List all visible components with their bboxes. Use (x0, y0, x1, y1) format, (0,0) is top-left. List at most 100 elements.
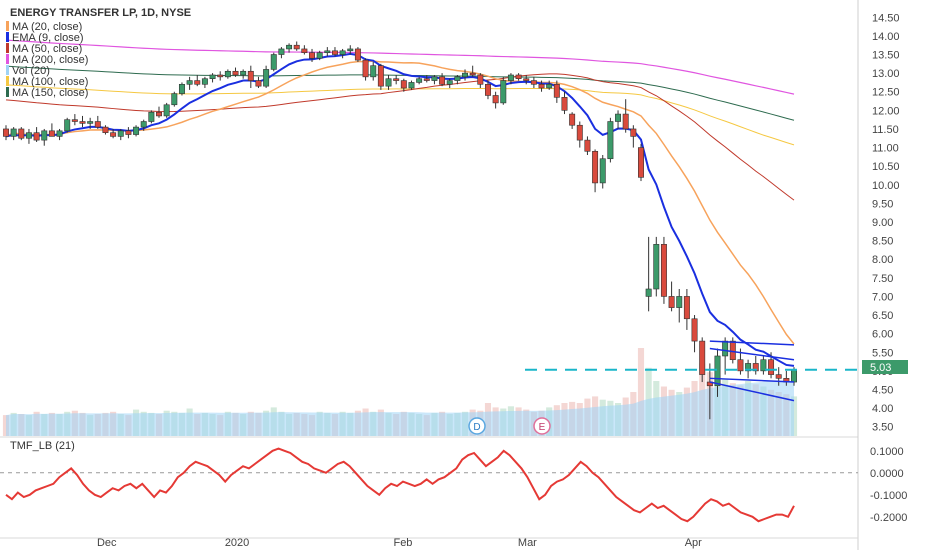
price-tick-label: 10.50 (872, 161, 900, 173)
price-axis: 14.50 14.00 13.50 13.00 12.50 12.00 11.50 11.00… (857, 0, 900, 550)
candle (140, 119, 147, 131)
price-tick-label: 8.50 (872, 236, 893, 248)
price-tick-label: 12.50 (872, 87, 900, 99)
candle (523, 74, 530, 85)
trendline (709, 381, 795, 402)
legend-swatch (6, 76, 9, 86)
earnings-marker[interactable]: E (533, 417, 551, 435)
legend-swatch (6, 43, 9, 53)
candle (362, 58, 369, 81)
legend-swatch (6, 21, 9, 31)
candle (102, 125, 109, 135)
candle (423, 74, 430, 83)
legend-swatch (6, 87, 9, 97)
candle (607, 117, 614, 163)
candle (400, 78, 407, 92)
price-tick-label: 9.00 (872, 217, 893, 229)
trendlines (525, 340, 858, 402)
tmf-title: TMF_LB (21) (10, 440, 75, 452)
candle (240, 69, 247, 79)
candle (377, 63, 384, 90)
candle (561, 91, 568, 115)
candle (408, 80, 415, 90)
candle (500, 76, 507, 105)
candle (469, 65, 476, 77)
candle (668, 281, 675, 312)
price-tick-label: 14.50 (872, 12, 900, 24)
candle (331, 47, 338, 57)
legend-item[interactable]: EMA (9, close) (12, 32, 84, 44)
candle (485, 80, 491, 100)
time-tick-label: Dec (97, 537, 117, 549)
legend-item[interactable]: MA (200, close) (12, 54, 88, 66)
legend-swatch (6, 54, 9, 64)
candle (209, 73, 216, 83)
candle (133, 125, 140, 137)
price-tick-label: 3.50 (872, 422, 893, 434)
time-tick-label: Mar (518, 537, 537, 549)
price-tick-label: 7.50 (872, 273, 893, 285)
price-tick-label: 13.50 (872, 50, 900, 62)
candle (538, 80, 545, 92)
volume-bars (2, 348, 798, 436)
candle (178, 82, 185, 96)
price-tick-label: 7.00 (872, 291, 893, 303)
trendline (709, 347, 795, 361)
candle (148, 110, 155, 124)
last-price-label: 5.03 (870, 362, 891, 374)
price-tick-label: 6.00 (872, 329, 893, 341)
candle (10, 127, 17, 141)
candle (324, 47, 331, 57)
tmf-tick-label: 0.0000 (870, 468, 904, 480)
candle (584, 136, 591, 156)
legend-item[interactable]: MA (50, close) (12, 43, 82, 55)
price-tick-label: 12.00 (872, 105, 900, 117)
candle (615, 110, 622, 129)
candle (309, 48, 315, 62)
candle (592, 149, 599, 193)
candle (775, 367, 782, 386)
legend-item[interactable]: Vol (20) (12, 65, 50, 77)
candle (171, 91, 178, 107)
candle (599, 155, 606, 189)
legend-item[interactable]: MA (20, close) (12, 21, 82, 33)
candle (293, 41, 300, 51)
earnings-marker-label: E (539, 422, 546, 433)
candle (645, 236, 652, 312)
candle (370, 61, 377, 81)
candle (263, 65, 270, 89)
price-tick-label: 8.00 (872, 254, 893, 266)
time-tick-label: 2020 (225, 537, 249, 549)
ema-9-line (5, 52, 795, 367)
volume-bar (637, 348, 645, 436)
candle (316, 50, 323, 61)
candle (217, 71, 224, 81)
price-tick-label: 9.50 (872, 198, 893, 210)
candle (691, 315, 698, 353)
tmf-panel: 0.1000 0.0000 -0.1000 -0.2000 (0, 446, 907, 539)
candle (87, 117, 94, 129)
candle (48, 123, 55, 137)
candle (56, 128, 63, 141)
ma-100-line (5, 84, 795, 146)
trendline (709, 377, 795, 383)
candle (699, 337, 706, 383)
candle (201, 76, 208, 89)
candle (186, 76, 193, 90)
price-tick-label: 11.50 (872, 124, 899, 136)
candle (638, 143, 644, 182)
last-price-badge: 5.03 (862, 360, 908, 374)
candle (553, 80, 560, 103)
candle (492, 91, 499, 109)
candle (33, 127, 40, 142)
candle (224, 69, 231, 79)
candle (653, 236, 660, 297)
legend-item[interactable]: MA (150, close) (12, 87, 88, 99)
legend-item[interactable]: MA (100, close) (12, 76, 88, 88)
price-tick-label: 14.00 (872, 31, 900, 43)
tmf-tick-label: -0.2000 (870, 512, 907, 524)
time-tick-label: Apr (685, 537, 702, 549)
candle (247, 65, 254, 89)
dividend-marker[interactable]: D (468, 417, 486, 435)
ma-50-line (5, 73, 795, 201)
